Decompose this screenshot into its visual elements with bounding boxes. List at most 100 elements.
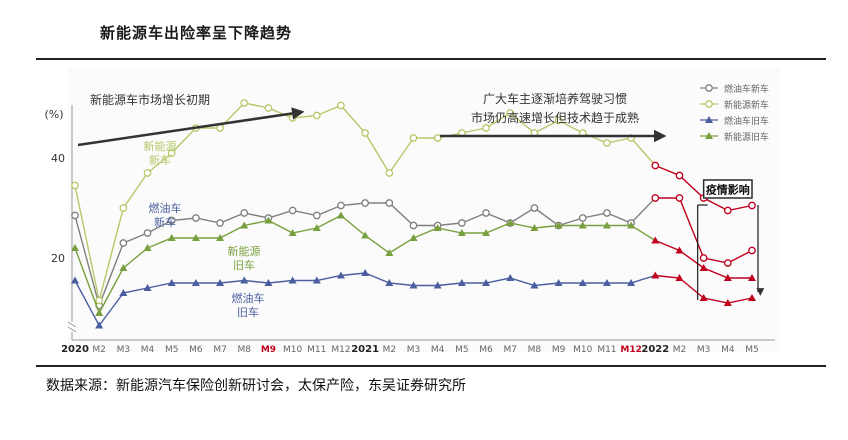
point-fuel_used [409,281,418,289]
point-fuel_new [651,194,660,202]
point-fuel_used [288,276,297,284]
x-tick-label: M12 [620,345,641,355]
annotation-habit-line2: 市场仍高速增长但技术趋于成熟 [471,110,639,125]
legend-label-fuel_used: 燃油车旧车 [724,115,769,127]
point-ev_used [482,229,491,236]
legend-marker-ev_new [705,100,713,108]
x-tick-label: M12 [331,345,350,355]
point-ev_used [361,231,370,239]
point-fuel_new [458,219,466,227]
point-ev_used [240,221,249,229]
point-ev_used [651,236,660,244]
x-tick-label: M8 [528,345,542,355]
point-fuel_used [264,279,273,286]
point-ev_new [240,99,249,107]
point-ev_new [603,139,611,147]
x-tick-label: M11 [307,345,326,355]
x-tick-label: M2 [383,345,397,355]
growth-arrow [77,107,305,147]
x-tick-label: M8 [238,345,252,355]
point-fuel_new [603,209,611,217]
point-fuel_used [457,279,466,286]
series-label-fuel-new: 燃油车 [149,201,182,215]
point-ev_used [457,229,466,236]
axis-break-mark [67,321,77,328]
point-fuel_new [530,204,539,212]
point-fuel_new [288,206,297,215]
point-ev_used [95,309,104,316]
point-fuel_used [651,271,660,279]
point-ev_used [264,216,273,224]
x-tick-label: M6 [479,345,493,355]
x-tick-label: 2021 [351,344,379,355]
point-fuel_used [699,294,708,301]
series-label-fuel-used: 旧车 [237,305,259,319]
series-label-ev-new: 新能源 [144,139,177,153]
point-fuel_new [240,209,249,217]
point-ev_used [675,246,684,254]
series-label-fuel-used: 燃油车 [232,291,265,305]
point-fuel_used [312,276,321,284]
x-tick-label: M3 [407,345,421,355]
point-ev_used [748,274,756,281]
point-fuel_new [192,214,200,222]
point-ev_new [361,129,369,137]
point-fuel_used [240,276,249,284]
point-fuel_new [699,254,708,262]
point-fuel_used [216,279,225,286]
point-fuel_new [167,216,176,225]
y-tick-label: 20 [51,252,65,265]
point-ev_used [191,234,200,241]
point-fuel_used [723,299,732,306]
series-label-ev-used: 新能源 [228,244,261,258]
point-fuel_new [385,199,394,207]
point-fuel_new [119,239,128,247]
axis-break-mark [67,326,77,333]
point-ev_new [288,114,297,122]
series-label-ev-used: 旧车 [233,258,255,272]
x-tick-label: M3 [697,345,711,355]
x-tick-label: M4 [721,345,735,355]
bottom-rule [36,365,826,367]
point-ev_new [409,134,418,142]
point-ev_used [578,221,587,229]
x-tick-label: 2022 [641,344,669,355]
x-tick-label: M6 [189,345,203,355]
legend-marker-fuel_new [705,84,713,92]
covid-label: 疫情影响 [706,183,750,197]
point-ev_used [385,249,394,256]
point-ev_used [723,274,732,281]
x-tick-label: M7 [213,345,227,355]
point-fuel_used [361,269,370,276]
top-rule [36,58,826,60]
point-ev_new [143,169,152,177]
x-tick-label: M2 [673,345,687,355]
point-ev_used [409,234,418,241]
x-tick-label: M3 [117,345,131,355]
point-ev_new [119,204,128,212]
x-tick-label: M9 [552,345,566,355]
point-ev_used [627,221,636,229]
point-fuel_used [506,274,515,281]
point-ev_new [385,169,394,177]
x-tick-label: M5 [455,345,469,355]
point-ev_used [336,211,345,219]
point-ev_used [119,264,128,271]
point-fuel_used [433,281,442,289]
point-ev_new [748,201,756,210]
point-fuel_new [578,214,587,222]
point-ev_new [506,109,515,117]
point-fuel_used [95,321,104,329]
x-tick-label: 2020 [61,344,89,355]
covid-label-box [702,179,753,199]
point-ev_new [433,134,442,142]
x-tick-label: M10 [283,345,302,355]
point-fuel_new [361,199,369,207]
point-ev_new [723,206,732,215]
point-fuel_used [554,279,563,286]
point-fuel_used [578,279,587,286]
x-tick-label: M5 [165,345,179,355]
point-ev_new [167,149,176,157]
legend-label-ev_new: 新能源新车 [724,99,769,111]
x-tick-label: M11 [597,345,616,355]
